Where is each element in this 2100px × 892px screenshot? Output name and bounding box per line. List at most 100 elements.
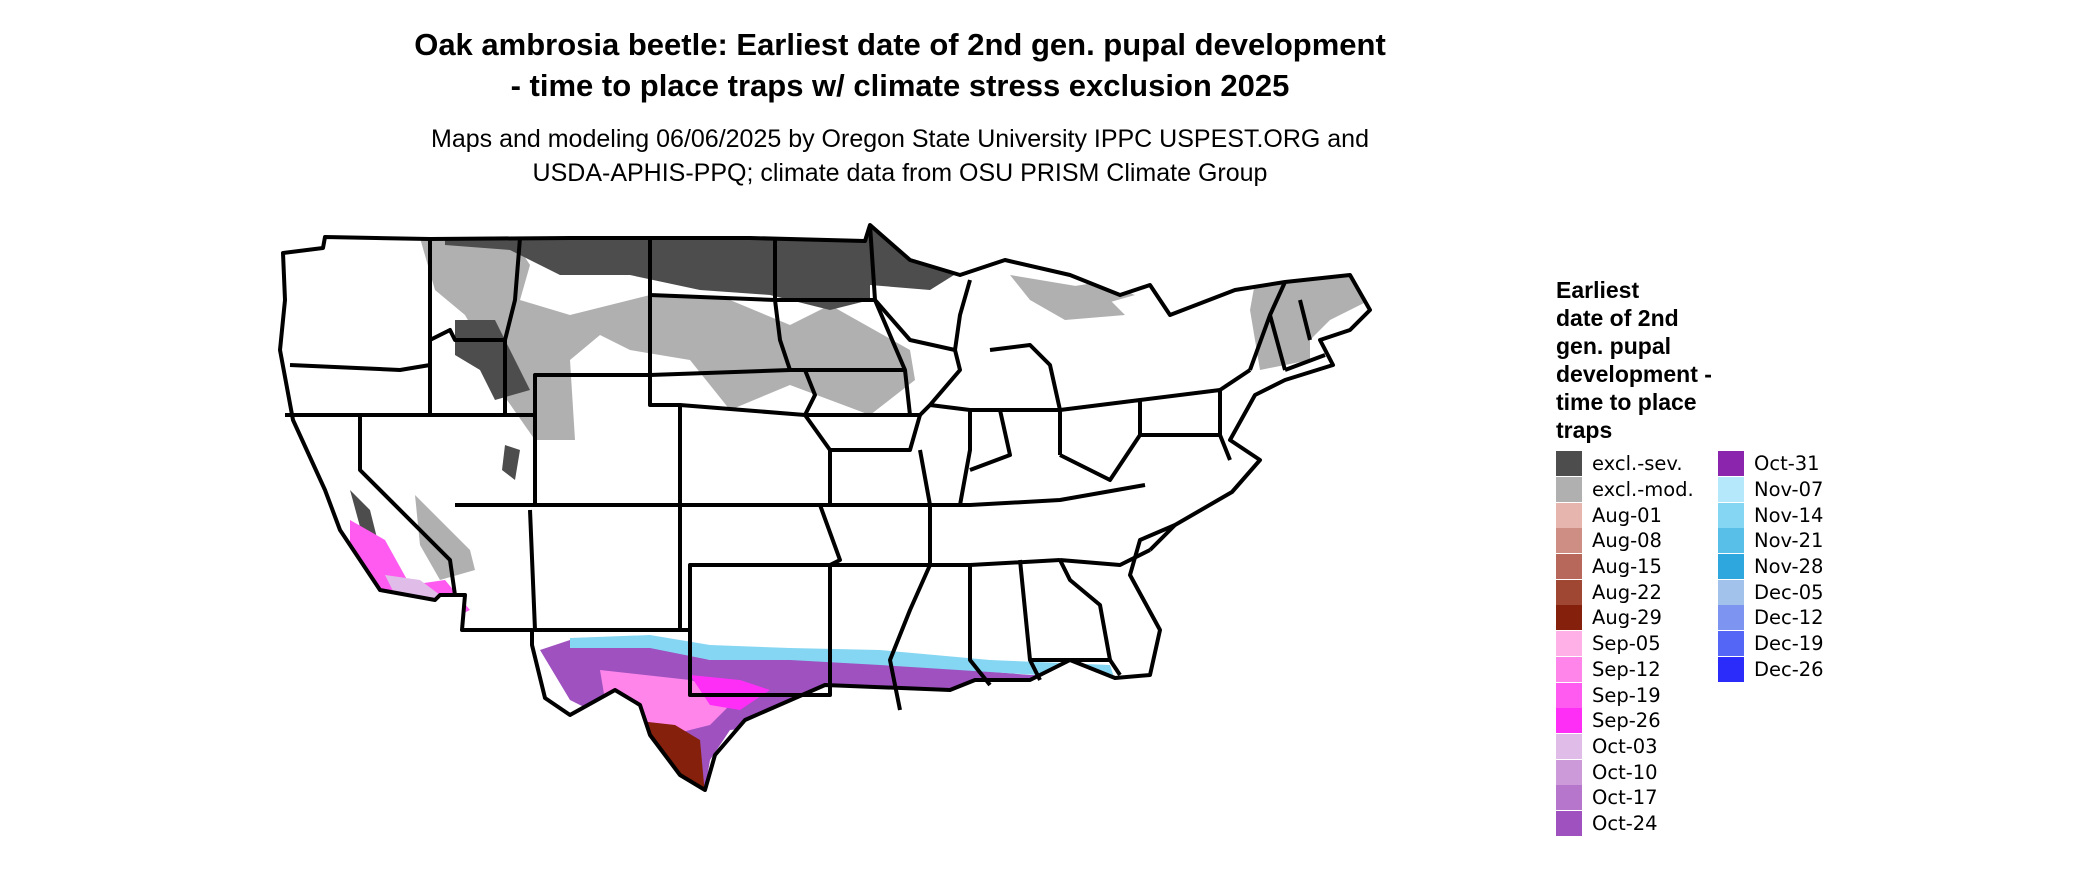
map-subtitle-line-1: Maps and modeling 06/06/2025 by Oregon S… [431, 125, 1369, 153]
legend-swatch [1556, 785, 1582, 811]
legend-label: Nov-14 [1754, 503, 1824, 527]
region-louisiana-magenta [800, 695, 875, 730]
legend-item: excl.-sev. [1556, 451, 1694, 477]
us-map [278, 223, 1372, 840]
legend-swatch [1556, 733, 1582, 759]
legend-label: Nov-21 [1754, 529, 1824, 553]
legend-swatch [1556, 656, 1582, 682]
legend-label: Aug-22 [1592, 580, 1662, 604]
map-title-line-2: - time to place traps w/ climate stress … [510, 68, 1290, 103]
legend-swatch [1718, 554, 1744, 580]
state-boundaries [278, 223, 1372, 792]
legend-label: Dec-26 [1754, 657, 1824, 681]
legend-item: Aug-15 [1556, 554, 1694, 580]
legend-label: Aug-29 [1592, 606, 1662, 630]
legend-label: Dec-05 [1754, 580, 1824, 604]
legend-item: Sep-26 [1556, 708, 1694, 734]
legend-swatch [1556, 477, 1582, 503]
region-excl-sev [445, 225, 870, 310]
map-subtitle-line-2: USDA-APHIS-PPQ; climate data from OSU PR… [532, 159, 1268, 187]
legend-title-line: traps [1556, 417, 1613, 443]
legend-item: Aug-08 [1556, 528, 1694, 554]
legend-item: excl.-mod. [1556, 477, 1694, 503]
legend-swatch [1556, 554, 1582, 580]
legend-swatch [1718, 477, 1744, 503]
legend-item: Nov-07 [1718, 477, 1824, 503]
legend-item: Aug-22 [1556, 579, 1694, 605]
legend-label: excl.-sev. [1592, 452, 1683, 476]
legend-column-1: excl.-sev. excl.-mod. Aug-01 Aug-08 Aug-15 Au… [1556, 451, 1694, 836]
legend-swatch [1718, 528, 1744, 554]
legend-item: Dec-12 [1718, 605, 1824, 631]
legend-swatch [1718, 656, 1744, 682]
legend-swatch [1556, 502, 1582, 528]
legend-label: Nov-07 [1754, 478, 1824, 502]
legend-item: Sep-05 [1556, 631, 1694, 657]
legend-swatch [1556, 759, 1582, 785]
legend-swatch [1718, 631, 1744, 657]
legend-item: Oct-03 [1556, 733, 1694, 760]
legend-swatch [1556, 810, 1582, 836]
region-excl-mod [420, 238, 915, 440]
legend-swatch [1556, 528, 1582, 554]
legend-label: Sep-05 [1592, 632, 1661, 656]
legend-swatch [1556, 451, 1582, 477]
climate-layer [350, 225, 1370, 840]
legend-swatch [1556, 605, 1582, 631]
legend-swatch [1718, 502, 1744, 528]
legend-swatch [1556, 631, 1582, 657]
region-florida-pink [1050, 715, 1122, 790]
legend-column-2: Oct-31 Nov-07 Nov-14 Nov-21 Nov-28 Dec-05 Dec-… [1718, 451, 1824, 682]
legend-item: Dec-26 [1718, 656, 1824, 683]
region-excl-mod [1010, 275, 1125, 320]
legend-item: Aug-29 [1556, 605, 1694, 631]
legend-item: Oct-24 [1556, 810, 1694, 837]
legend-label: Sep-26 [1592, 709, 1661, 733]
legend-swatch [1718, 605, 1744, 631]
legend-swatch [1556, 708, 1582, 734]
legend-title-line: Earliest [1556, 277, 1640, 303]
region-excl-mod [415, 495, 475, 580]
legend-label: Aug-01 [1592, 503, 1662, 527]
map-title-line-1: Oak ambrosia beetle: Earliest date of 2n… [414, 27, 1386, 62]
us-outline [278, 223, 1372, 792]
legend-title-line: date of 2nd [1556, 305, 1679, 331]
map-subtitle: Maps and modeling 06/06/2025 by Oregon S… [240, 122, 1560, 190]
legend-title-line: development - [1556, 361, 1712, 387]
legend-title: Earliest date of 2nd gen. pupal developm… [1556, 276, 1756, 444]
legend-item: Dec-05 [1718, 579, 1824, 605]
legend-label: Oct-17 [1592, 786, 1658, 810]
legend-item: Aug-01 [1556, 502, 1694, 528]
legend-swatch [1556, 579, 1582, 605]
legend-item: Sep-19 [1556, 682, 1694, 708]
legend-label: Sep-12 [1592, 657, 1661, 681]
region-florida-tip [1095, 805, 1122, 840]
legend-item: Oct-31 [1718, 451, 1824, 477]
legend-label: Oct-10 [1592, 760, 1658, 784]
legend-item: Oct-10 [1556, 759, 1694, 785]
legend-label: Aug-15 [1592, 555, 1662, 579]
legend-item: Oct-17 [1556, 785, 1694, 811]
legend-label: Nov-28 [1754, 555, 1824, 579]
legend-label: Oct-24 [1592, 811, 1658, 835]
legend-title-line: time to place [1556, 389, 1697, 415]
region-excl-mod [1250, 240, 1370, 370]
legend-label: Oct-03 [1592, 734, 1658, 758]
legend-swatch [1718, 451, 1744, 477]
legend-label: Oct-31 [1754, 452, 1820, 476]
legend-label: excl.-mod. [1592, 478, 1694, 502]
map-title: Oak ambrosia beetle: Earliest date of 2n… [240, 24, 1560, 106]
legend-item: Nov-28 [1718, 554, 1824, 580]
legend-swatch [1718, 579, 1744, 605]
legend-item: Sep-12 [1556, 656, 1694, 683]
legend-label: Dec-19 [1754, 632, 1824, 656]
legend-item: Nov-14 [1718, 502, 1824, 528]
legend-item: Nov-21 [1718, 528, 1824, 554]
legend-item: Dec-19 [1718, 631, 1824, 657]
legend-label: Aug-08 [1592, 529, 1662, 553]
region-excl-sev [870, 225, 970, 290]
region-excl-sev [502, 445, 520, 480]
region-texas-magenta [690, 675, 770, 710]
legend-label: Sep-19 [1592, 683, 1661, 707]
legend-title-line: gen. pupal [1556, 333, 1671, 359]
